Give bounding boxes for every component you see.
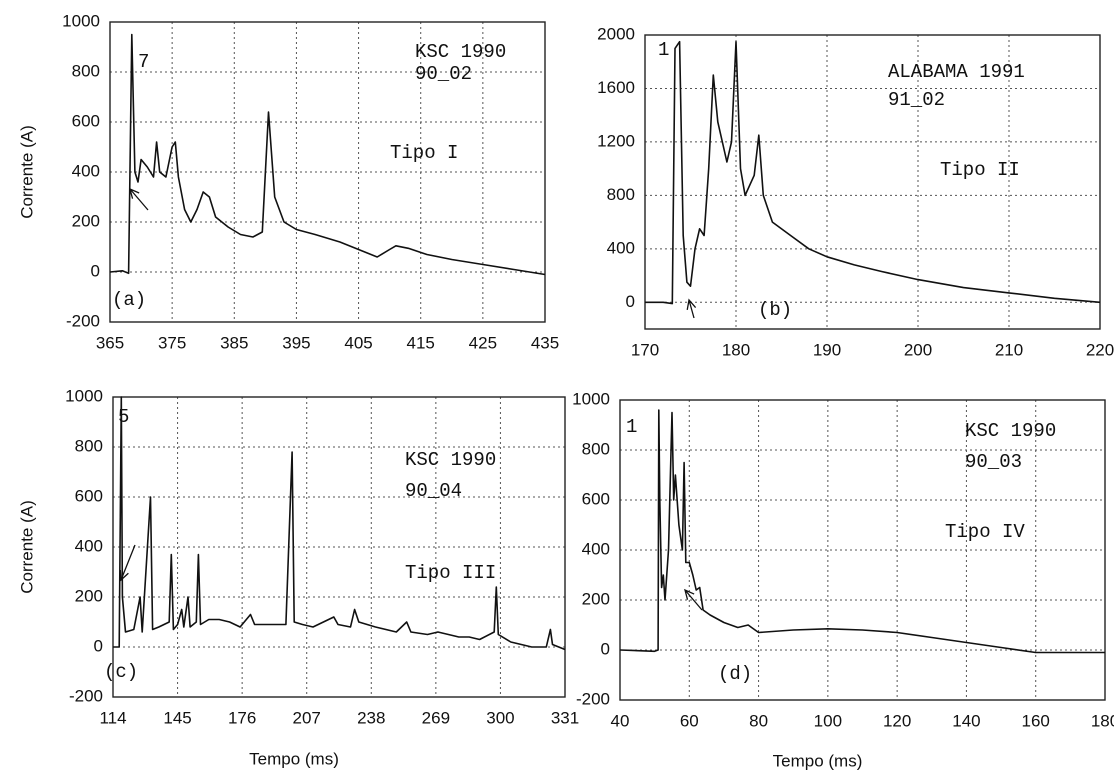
x-tick-label: 120 <box>883 711 911 730</box>
y-tick-label: -200 <box>66 311 100 330</box>
y-tick-label: 200 <box>75 586 103 605</box>
annotation: 1 <box>626 416 637 438</box>
y-tick-label: 800 <box>72 61 100 80</box>
annotation: (b) <box>758 299 792 321</box>
x-tick-label: 190 <box>813 340 841 359</box>
annotation: (d) <box>718 663 752 685</box>
annotation: KSC 1990 <box>415 41 506 63</box>
y-tick-label: 600 <box>582 489 610 508</box>
annotation: KSC 1990 <box>965 420 1056 442</box>
x-tick-label: 140 <box>952 711 980 730</box>
x-tick-label: 220 <box>1086 340 1114 359</box>
y-tick-label: 2000 <box>597 24 635 43</box>
annotation: Tipo I <box>390 142 458 164</box>
y-tick-label: 1600 <box>597 78 635 97</box>
y-tick-label: 0 <box>91 261 100 280</box>
x-tick-label: 415 <box>407 333 435 352</box>
y-tick-label: 400 <box>75 536 103 555</box>
x-tick-label: 425 <box>469 333 497 352</box>
arrow <box>129 187 149 211</box>
x-tick-label: 80 <box>749 711 768 730</box>
annotation: Tipo III <box>405 562 496 584</box>
y-tick-label: -200 <box>576 689 610 708</box>
annotation: Tipo IV <box>945 521 1025 543</box>
y-tick-label: 800 <box>75 436 103 455</box>
y-tick-label: 400 <box>582 539 610 558</box>
y-axis-label: Corrente (A) <box>17 125 36 219</box>
y-tick-label: 800 <box>582 439 610 458</box>
x-tick-label: 40 <box>611 711 630 730</box>
y-tick-label: 1000 <box>572 389 610 408</box>
x-tick-label: 395 <box>282 333 310 352</box>
x-tick-label: 114 <box>99 708 126 727</box>
x-axis-label: Tempo (ms) <box>249 749 339 768</box>
y-tick-label: 200 <box>582 589 610 608</box>
y-tick-label: -200 <box>69 686 103 705</box>
annotation: 90_03 <box>965 451 1022 473</box>
annotation: 90_04 <box>405 480 462 502</box>
x-tick-label: 100 <box>814 711 842 730</box>
x-tick-label: 405 <box>344 333 372 352</box>
x-tick-label: 176 <box>228 708 256 727</box>
y-tick-label: 800 <box>607 185 635 204</box>
annotation: 91_02 <box>888 89 945 111</box>
y-axis-label: Corrente (A) <box>17 500 36 594</box>
x-tick-label: 145 <box>163 708 191 727</box>
y-tick-label: 1000 <box>62 11 100 30</box>
x-tick-label: 365 <box>96 333 124 352</box>
waveform <box>645 40 1101 305</box>
annotation: 1 <box>658 39 669 61</box>
x-tick-label: 300 <box>486 708 514 727</box>
arrow <box>686 298 697 319</box>
x-tick-label: 207 <box>293 708 321 727</box>
x-tick-label: 331 <box>551 708 579 727</box>
y-tick-label: 400 <box>607 238 635 257</box>
waveform <box>113 396 566 651</box>
annotation: 90_02 <box>415 63 472 85</box>
x-tick-label: 170 <box>631 340 659 359</box>
x-tick-label: 375 <box>158 333 186 352</box>
y-tick-label: 1000 <box>65 386 103 405</box>
waveform <box>109 33 546 276</box>
y-tick-label: 1200 <box>597 131 635 150</box>
annotation: (c) <box>104 661 138 683</box>
waveform <box>619 409 1105 654</box>
y-tick-label: 600 <box>72 111 100 130</box>
x-tick-label: 160 <box>1022 711 1050 730</box>
y-tick-label: 0 <box>626 292 635 311</box>
arrow <box>119 544 136 582</box>
plot-frame <box>112 396 566 698</box>
x-tick-label: 180 <box>722 340 750 359</box>
x-tick-label: 385 <box>220 333 248 352</box>
y-tick-label: 200 <box>72 211 100 230</box>
arrow <box>684 588 703 611</box>
annotation: ALABAMA 1991 <box>888 61 1025 83</box>
x-tick-label: 435 <box>531 333 559 352</box>
annotation: Tipo II <box>940 159 1020 181</box>
annotation: 7 <box>138 51 149 73</box>
x-tick-label: 60 <box>680 711 699 730</box>
annotation: 5 <box>118 406 129 428</box>
y-tick-label: 0 <box>601 639 610 658</box>
annotation: KSC 1990 <box>405 449 496 471</box>
x-tick-label: 238 <box>357 708 385 727</box>
annotation: (a) <box>112 289 146 311</box>
x-tick-label: 200 <box>904 340 932 359</box>
x-tick-label: 269 <box>422 708 450 727</box>
y-tick-label: 600 <box>75 486 103 505</box>
x-axis-label: Tempo (ms) <box>773 751 863 770</box>
plot-frame <box>644 34 1101 330</box>
y-tick-label: 0 <box>94 636 103 655</box>
plot-frame <box>619 399 1106 701</box>
plot-frame <box>109 21 546 323</box>
y-tick-label: 400 <box>72 161 100 180</box>
x-tick-label: 180 <box>1091 711 1114 730</box>
x-tick-label: 210 <box>995 340 1023 359</box>
